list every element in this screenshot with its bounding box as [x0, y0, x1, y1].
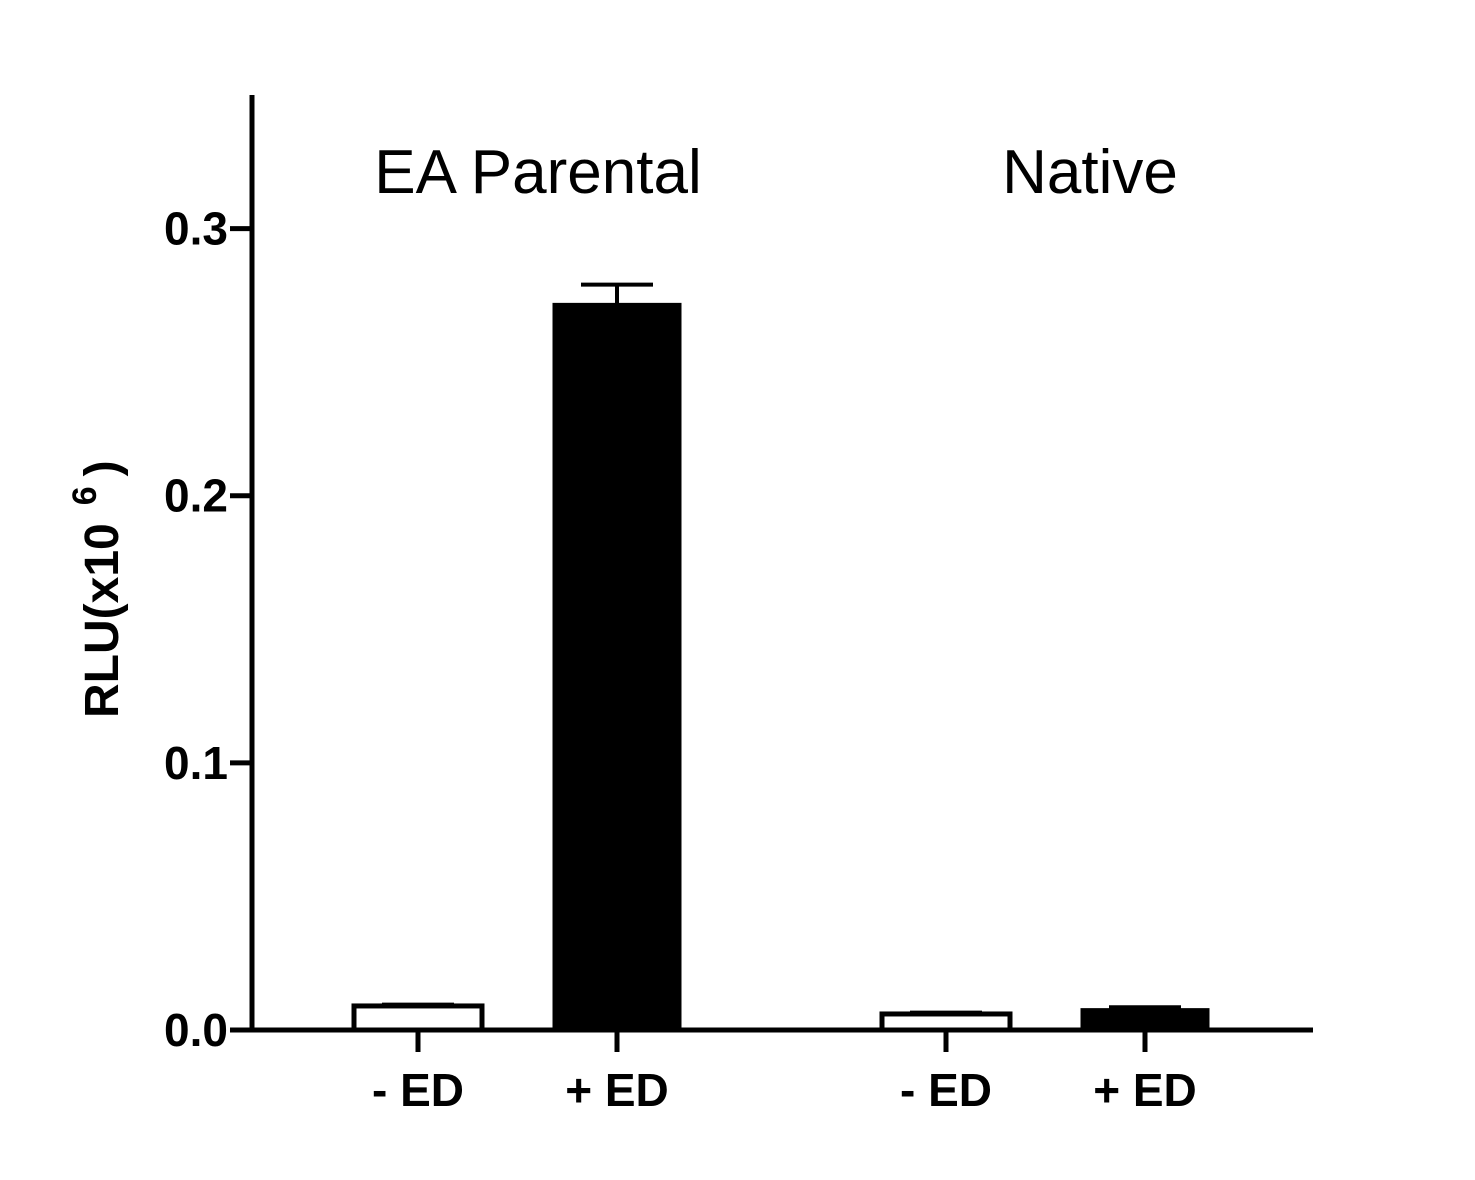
- y-tick-label: 0.3: [164, 203, 228, 255]
- y-tick-label: 0.1: [164, 737, 228, 789]
- bar: [879, 1011, 1013, 1033]
- bar: [552, 302, 682, 1031]
- y-tick-label: 0.0: [164, 1004, 228, 1056]
- x-tick-label: + ED: [565, 1064, 669, 1116]
- axes: [230, 95, 1313, 1052]
- x-tick-label: - ED: [900, 1064, 992, 1116]
- x-tick-label: - ED: [372, 1064, 464, 1116]
- labels: 0.0 0.1 0.2 0.3 RLU(x106) EA Parental - ED + ED…: [66, 138, 1197, 1116]
- y-tick-label: 0.2: [164, 470, 228, 522]
- x-tick-label: + ED: [1093, 1064, 1197, 1116]
- bar: [1080, 1008, 1210, 1031]
- y-axis-label: RLU(x106): [66, 460, 129, 718]
- bar: [351, 1003, 485, 1033]
- group-label: EA Parental: [374, 138, 701, 207]
- bars: [351, 282, 1210, 1033]
- group-label: Native: [1002, 138, 1178, 207]
